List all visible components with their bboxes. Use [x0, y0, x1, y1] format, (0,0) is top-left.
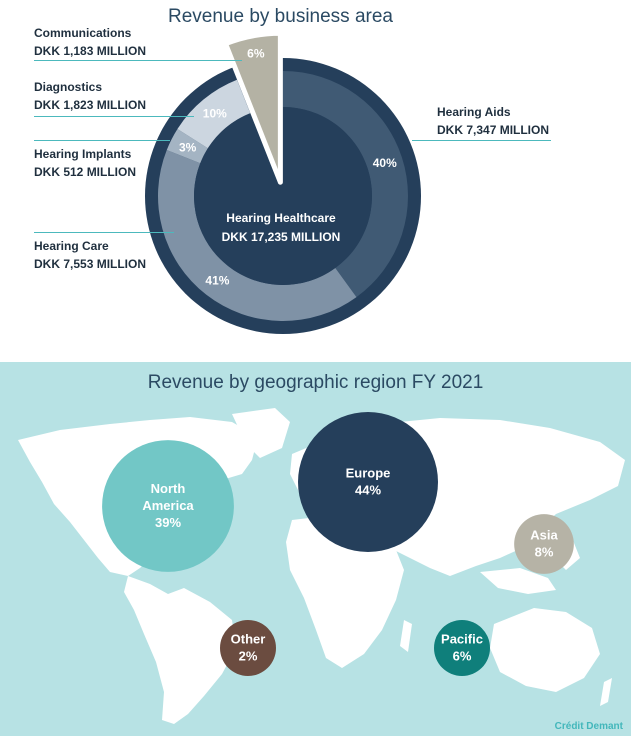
business-area-panel: Revenue by business area 6% 40% 41% 3% 10% … [0, 0, 631, 362]
label-hearing-implants-value: DKK 512 MILLION [34, 165, 137, 179]
center-label-value: DKK 17,235 MILLION [222, 230, 341, 244]
leader-line-hearing-care [34, 232, 174, 233]
region-label-pacific-percent: 6% [453, 649, 472, 664]
region-label-north-america-name: America [142, 498, 194, 513]
donut-slice-hearing-care [158, 149, 357, 322]
label-hearing-care: Hearing Care DKK 7,553 MILLION [34, 237, 146, 273]
world-map: North America 39% Europe 44% Asia 8% Pacific 6% O… [18, 408, 625, 724]
label-hearing-implants-name: Hearing Implants [34, 147, 132, 161]
inner-center-disc [194, 107, 372, 285]
region-label-asia-percent: 8% [535, 545, 554, 560]
geographic-region-panel: Revenue by geographic region FY 2021 Nor… [0, 362, 631, 736]
region-bubble-pacific [434, 620, 490, 676]
donut-slice-hearing-implants [166, 129, 208, 164]
donut-percent-label-hearing-aids: 40% [373, 156, 397, 170]
donut-percent-label-communications: 6% [247, 47, 265, 61]
leader-line-hearing-aids [412, 140, 551, 141]
region-label-other-name: Other [231, 632, 266, 647]
label-hearing-aids-name: Hearing Aids [437, 105, 511, 119]
region-label-europe-name: Europe [346, 466, 391, 481]
region-bubble-north-america [102, 440, 234, 572]
center-label-name: Hearing Healthcare [226, 211, 336, 225]
label-diagnostics: Diagnostics DKK 1,823 MILLION [34, 78, 146, 114]
leader-line-hearing-implants [34, 140, 170, 141]
region-label-other-percent: 2% [239, 649, 258, 664]
geographic-region-chart-title: Revenue by geographic region FY 2021 [147, 372, 484, 393]
leader-line-diagnostics [34, 116, 194, 117]
region-label-north-america-name: North [151, 481, 186, 496]
donut-slice-diagnostics [177, 79, 251, 149]
donut-slice-communications [223, 30, 283, 185]
business-area-donut-chart: 6% 40% 41% 3% 10% Hearing Healthcare DKK 17… [145, 30, 421, 334]
label-hearing-aids-value: DKK 7,347 MILLION [437, 123, 550, 137]
label-communications-value: DKK 1,183 MILLION [34, 44, 147, 58]
label-hearing-care-value: DKK 7,553 MILLION [34, 257, 147, 271]
label-hearing-care-name: Hearing Care [34, 239, 109, 253]
label-diagnostics-value: DKK 1,823 MILLION [34, 98, 147, 112]
region-bubble-other [220, 620, 276, 676]
label-communications-name: Communications [34, 26, 132, 40]
donut-percent-label-hearing-implants: 3% [179, 140, 197, 154]
region-label-asia-name: Asia [530, 528, 558, 543]
leader-line-communications [34, 60, 242, 61]
donut-percent-label-hearing-care: 41% [205, 274, 229, 288]
label-communications: Communications DKK 1,183 MILLION [34, 24, 146, 60]
business-area-chart-title: Revenue by business area [168, 6, 393, 27]
region-label-pacific-name: Pacific [441, 632, 483, 647]
label-diagnostics-name: Diagnostics [34, 80, 103, 94]
region-bubble-asia [514, 514, 574, 574]
region-label-north-america-percent: 39% [155, 515, 181, 530]
image-credit: Crédit Demant [554, 721, 623, 732]
region-bubble-europe [298, 412, 438, 552]
label-hearing-implants: Hearing Implants DKK 512 MILLION [34, 145, 136, 181]
region-label-europe-percent: 44% [355, 483, 381, 498]
donut-percent-label-diagnostics: 10% [203, 107, 227, 121]
label-hearing-aids: Hearing Aids DKK 7,347 MILLION [437, 103, 549, 139]
donut-slice-hearing-aids [283, 71, 409, 298]
